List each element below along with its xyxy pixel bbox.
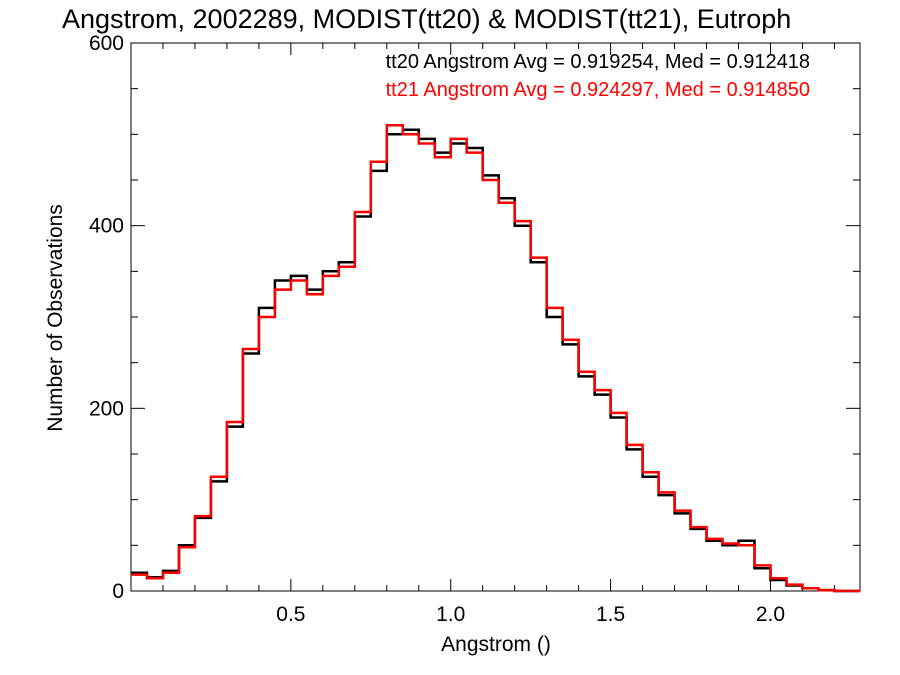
annotation-tt21: tt21 Angstrom Avg = 0.924297, Med = 0.91… (386, 79, 810, 101)
x-tick-label-1: 1.0 (436, 603, 465, 626)
chart-title: Angstrom, 2002289, MODIST(tt20) & MODIST… (62, 4, 791, 34)
plot-frame (130, 42, 861, 592)
y-tick-label-0: 0 (112, 580, 124, 603)
series-line-0 (131, 128, 860, 593)
x-tick-label-0: 0.5 (276, 603, 305, 626)
x-tick-label-2: 1.5 (596, 603, 625, 626)
y-tick-label-2: 400 (89, 215, 124, 238)
x-tick-label-3: 2.0 (756, 603, 785, 626)
y-tick-label-1: 200 (89, 397, 124, 420)
y-axis-label: Number of Observations (44, 204, 67, 432)
y-tick-label-3: 600 (89, 32, 124, 55)
series-line-1 (131, 123, 860, 593)
plot-area: 0.5 1.0 1.5 2.0 0 200 400 600 (89, 32, 861, 626)
annotation-tt20: tt20 Angstrom Avg = 0.919254, Med = 0.91… (386, 51, 810, 73)
x-axis-label: Angstrom () (441, 633, 551, 656)
